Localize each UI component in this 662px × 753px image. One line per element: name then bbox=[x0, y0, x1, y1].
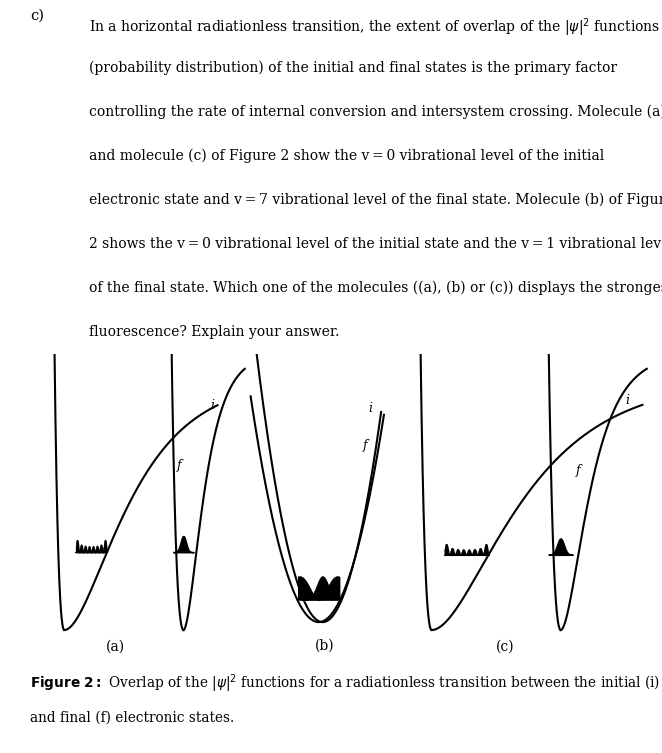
Text: and molecule (c) of Figure 2 show the v = 0 vibrational level of the initial: and molecule (c) of Figure 2 show the v … bbox=[89, 148, 604, 163]
Text: of the final state. Which one of the molecules ((a), (b) or (c)) displays the st: of the final state. Which one of the mol… bbox=[89, 281, 662, 295]
Text: f: f bbox=[177, 459, 181, 472]
Text: and final (f) electronic states.: and final (f) electronic states. bbox=[30, 711, 234, 724]
Text: (probability distribution) of the initial and final states is the primary factor: (probability distribution) of the initia… bbox=[89, 60, 618, 75]
Text: 2 shows the v = 0 vibrational level of the initial state and the v = 1 vibration: 2 shows the v = 0 vibrational level of t… bbox=[89, 236, 662, 251]
Text: controlling the rate of internal conversion and intersystem crossing. Molecule (: controlling the rate of internal convers… bbox=[89, 105, 662, 119]
Text: i: i bbox=[211, 399, 214, 412]
Text: (c): (c) bbox=[495, 640, 514, 654]
Text: (a): (a) bbox=[106, 640, 125, 654]
Text: i: i bbox=[625, 394, 630, 407]
Text: electronic state and v = 7 vibrational level of the final state. Molecule (b) of: electronic state and v = 7 vibrational l… bbox=[89, 193, 662, 207]
Text: c): c) bbox=[30, 9, 44, 23]
Text: i: i bbox=[369, 401, 373, 415]
Text: $\mathbf{Figure\ 2:}$ Overlap of the |$\psi$|$^2$ functions for a radiationless : $\mathbf{Figure\ 2:}$ Overlap of the |$\… bbox=[30, 672, 660, 695]
Text: (b): (b) bbox=[314, 639, 334, 653]
Text: f: f bbox=[363, 439, 367, 452]
Text: f: f bbox=[576, 465, 581, 477]
Text: In a horizontal radiationless transition, the extent of overlap of the |$\psi$|$: In a horizontal radiationless transition… bbox=[89, 17, 661, 39]
Text: fluorescence? Explain your answer.: fluorescence? Explain your answer. bbox=[89, 325, 340, 339]
